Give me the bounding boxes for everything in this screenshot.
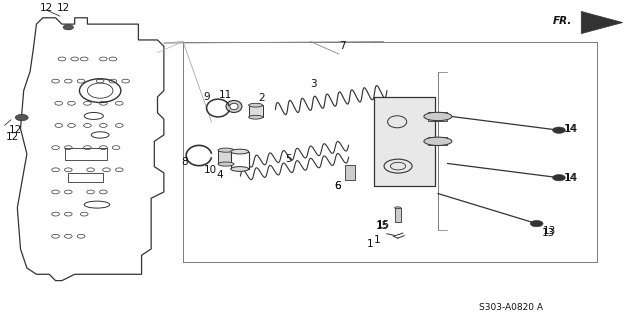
Text: 15: 15 — [376, 221, 389, 231]
Ellipse shape — [248, 103, 262, 107]
FancyBboxPatch shape — [428, 137, 447, 146]
Text: 12: 12 — [40, 3, 52, 13]
Ellipse shape — [424, 112, 452, 121]
Text: 1: 1 — [366, 239, 373, 249]
Text: 13: 13 — [543, 226, 556, 236]
Text: 12: 12 — [9, 125, 22, 135]
Text: 11: 11 — [219, 90, 232, 100]
FancyBboxPatch shape — [374, 97, 435, 186]
Polygon shape — [17, 18, 164, 281]
FancyBboxPatch shape — [231, 152, 248, 169]
Text: 12: 12 — [57, 3, 70, 13]
Text: 4: 4 — [217, 170, 223, 180]
FancyBboxPatch shape — [394, 208, 401, 222]
Circle shape — [552, 174, 565, 181]
Text: 12: 12 — [6, 132, 19, 141]
Text: 5: 5 — [285, 154, 291, 164]
Ellipse shape — [230, 103, 238, 110]
Text: 3: 3 — [310, 79, 317, 89]
Polygon shape — [581, 12, 623, 34]
Circle shape — [531, 220, 543, 227]
Ellipse shape — [226, 100, 242, 112]
Text: FR.: FR. — [552, 16, 572, 26]
Text: 15: 15 — [377, 220, 390, 230]
Text: 6: 6 — [335, 180, 341, 191]
Text: S303-A0820 A: S303-A0820 A — [479, 303, 543, 312]
Text: 8: 8 — [182, 157, 188, 167]
FancyBboxPatch shape — [248, 105, 262, 117]
Ellipse shape — [248, 115, 262, 119]
Text: 14: 14 — [564, 124, 577, 134]
Text: 9: 9 — [204, 92, 210, 102]
Text: 13: 13 — [541, 228, 555, 238]
Ellipse shape — [231, 149, 248, 154]
Text: 14: 14 — [565, 124, 579, 134]
FancyBboxPatch shape — [346, 165, 355, 180]
FancyBboxPatch shape — [428, 112, 447, 121]
Ellipse shape — [218, 162, 234, 166]
Text: 2: 2 — [259, 92, 266, 103]
Circle shape — [63, 25, 74, 30]
Ellipse shape — [218, 148, 234, 152]
Ellipse shape — [424, 137, 452, 146]
Text: 6: 6 — [335, 180, 341, 191]
FancyBboxPatch shape — [218, 150, 234, 164]
Text: 10: 10 — [204, 165, 217, 175]
Text: 14: 14 — [564, 173, 577, 183]
Ellipse shape — [231, 167, 248, 172]
Text: 14: 14 — [565, 173, 579, 183]
Circle shape — [552, 127, 565, 133]
Text: 1: 1 — [374, 235, 381, 245]
Ellipse shape — [394, 207, 401, 209]
Text: 7: 7 — [339, 41, 346, 51]
Circle shape — [15, 114, 28, 121]
